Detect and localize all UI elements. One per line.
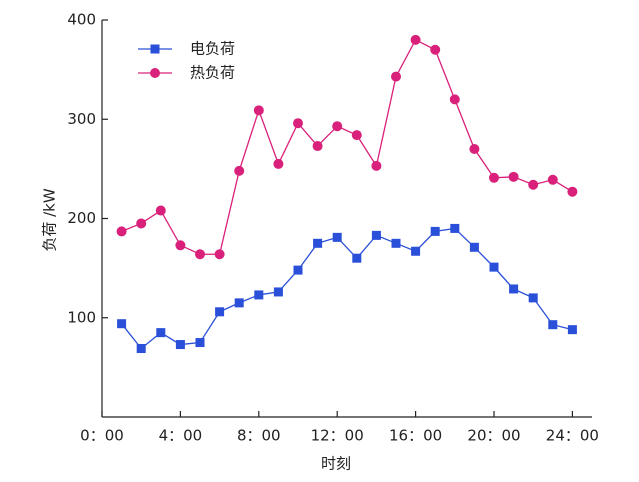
point <box>547 174 558 185</box>
point <box>293 265 303 275</box>
point <box>391 238 401 248</box>
point <box>567 186 578 197</box>
point <box>253 105 264 116</box>
y-tick-label: 100 <box>67 308 96 326</box>
point <box>195 338 205 348</box>
x-tick-label: 4：00 <box>159 427 203 445</box>
y-axis-label: 负荷 /kW <box>41 188 59 252</box>
point <box>469 242 479 252</box>
legend-label: 热负荷 <box>190 64 235 82</box>
x-tick-label: 12：00 <box>311 427 364 445</box>
point <box>332 121 343 132</box>
point <box>528 293 538 303</box>
point <box>430 44 441 55</box>
x-tick-label: 0：00 <box>80 427 124 445</box>
point <box>234 298 244 308</box>
x-tick-label: 24：00 <box>546 427 599 445</box>
point <box>136 344 146 354</box>
point <box>489 262 499 272</box>
x-axis-label: 时刻 <box>321 455 351 473</box>
point <box>175 340 185 350</box>
point <box>352 253 362 263</box>
point <box>489 172 499 183</box>
point <box>450 223 460 233</box>
legend-marker <box>150 68 160 78</box>
point <box>293 118 303 129</box>
point <box>567 325 577 335</box>
point <box>313 238 323 248</box>
x-tick-label: 20：00 <box>467 427 520 445</box>
point <box>449 94 460 105</box>
point <box>469 144 480 155</box>
point <box>312 141 323 152</box>
point <box>136 218 147 229</box>
point <box>391 71 401 82</box>
series-line <box>121 227 573 350</box>
point <box>371 160 382 171</box>
point <box>254 290 264 300</box>
x-tick-label: 8：00 <box>237 427 281 445</box>
point <box>528 179 539 190</box>
point <box>234 165 245 176</box>
legend-marker <box>150 44 160 54</box>
point <box>117 319 127 329</box>
point <box>273 158 284 169</box>
point <box>155 205 166 216</box>
x-tick-label: 16：00 <box>389 427 442 445</box>
point <box>351 130 362 141</box>
y-tick-label: 200 <box>67 209 96 227</box>
point <box>371 230 381 240</box>
point <box>116 226 127 237</box>
point <box>508 171 519 182</box>
point <box>215 307 225 317</box>
y-tick-label: 300 <box>67 110 96 128</box>
point <box>548 320 558 330</box>
point <box>175 240 186 251</box>
point <box>156 328 166 338</box>
legend-label: 电负荷 <box>190 40 235 58</box>
point <box>430 226 440 236</box>
point <box>273 287 283 297</box>
point <box>195 249 205 260</box>
point <box>411 246 421 256</box>
point <box>332 232 342 242</box>
point <box>509 284 519 294</box>
point <box>410 34 421 45</box>
y-tick-label: 400 <box>67 11 96 29</box>
point <box>214 249 225 260</box>
